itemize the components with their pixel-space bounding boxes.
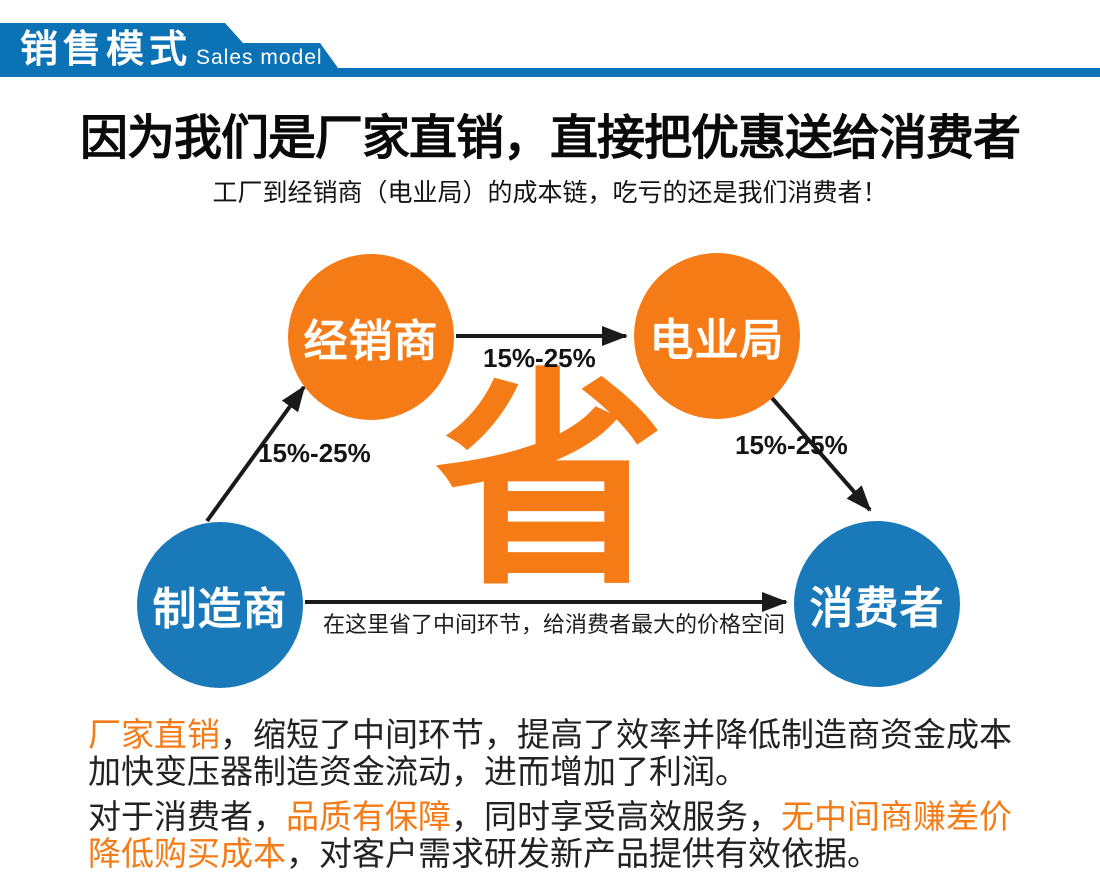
- text-run: ，同时享受高效服务，: [451, 798, 781, 835]
- node-power-bureau: 电业局: [634, 253, 800, 419]
- text-run: 对于消费者，: [88, 798, 286, 835]
- text-run: 加快变压器制造资金流动，进而增加了利润。: [88, 753, 748, 790]
- rate-label-power-bureau-consumer: 15%-25%: [735, 430, 848, 460]
- page-title: 销售模式: [20, 29, 193, 71]
- save-character: 省: [434, 354, 665, 611]
- benefits-copy: 厂家直销，缩短了中间环节，提高了效率并降低制造商资金成本 加快变压器制造资金流动…: [88, 716, 1038, 880]
- node-consumer: 消费者: [794, 521, 960, 687]
- rate-label-manufacturer-distributor: 15%-25%: [258, 438, 371, 468]
- highlight-lower-cost: 降低购买成本: [88, 835, 286, 872]
- hero-title: 因为我们是厂家直销，直接把优惠送给消费者: [79, 112, 1021, 165]
- node-manufacturer-label: 制造商: [152, 585, 288, 634]
- node-consumer-label: 消费者: [809, 584, 945, 633]
- node-power-bureau-label: 电业局: [649, 316, 785, 365]
- savings-note: 在这里省了中间环节，给消费者最大的价格空间: [323, 612, 786, 637]
- banner-shape: [0, 23, 1100, 77]
- hero-subtitle: 工厂到经销商（电业局）的成本链，吃亏的还是我们消费者！: [212, 179, 888, 207]
- paragraph-consumer-benefits: 对于消费者，品质有保障，同时享受高效服务，无中间商赚差价 降低购买成本，对客户需…: [88, 798, 1038, 872]
- paragraph-manufacturer-benefits: 厂家直销，缩短了中间环节，提高了效率并降低制造商资金成本 加快变压器制造资金流动…: [88, 716, 1038, 790]
- highlight-no-middleman: 无中间商赚差价: [781, 798, 1012, 835]
- text-run: ，对客户需求研发新产品提供有效依据。: [286, 835, 880, 872]
- node-manufacturer: 制造商: [137, 522, 303, 688]
- rate-label-distributor-power-bureau: 15%-25%: [483, 343, 596, 373]
- page-subtitle-en: Sales model: [196, 46, 323, 69]
- highlight-factory-direct: 厂家直销: [88, 716, 220, 753]
- highlight-quality-guarantee: 品质有保障: [286, 798, 451, 835]
- node-distributor-label: 经销商: [303, 317, 439, 366]
- text-run: ，缩短了中间环节，提高了效率并降低制造商资金成本: [220, 716, 1012, 753]
- node-distributor: 经销商: [288, 254, 454, 420]
